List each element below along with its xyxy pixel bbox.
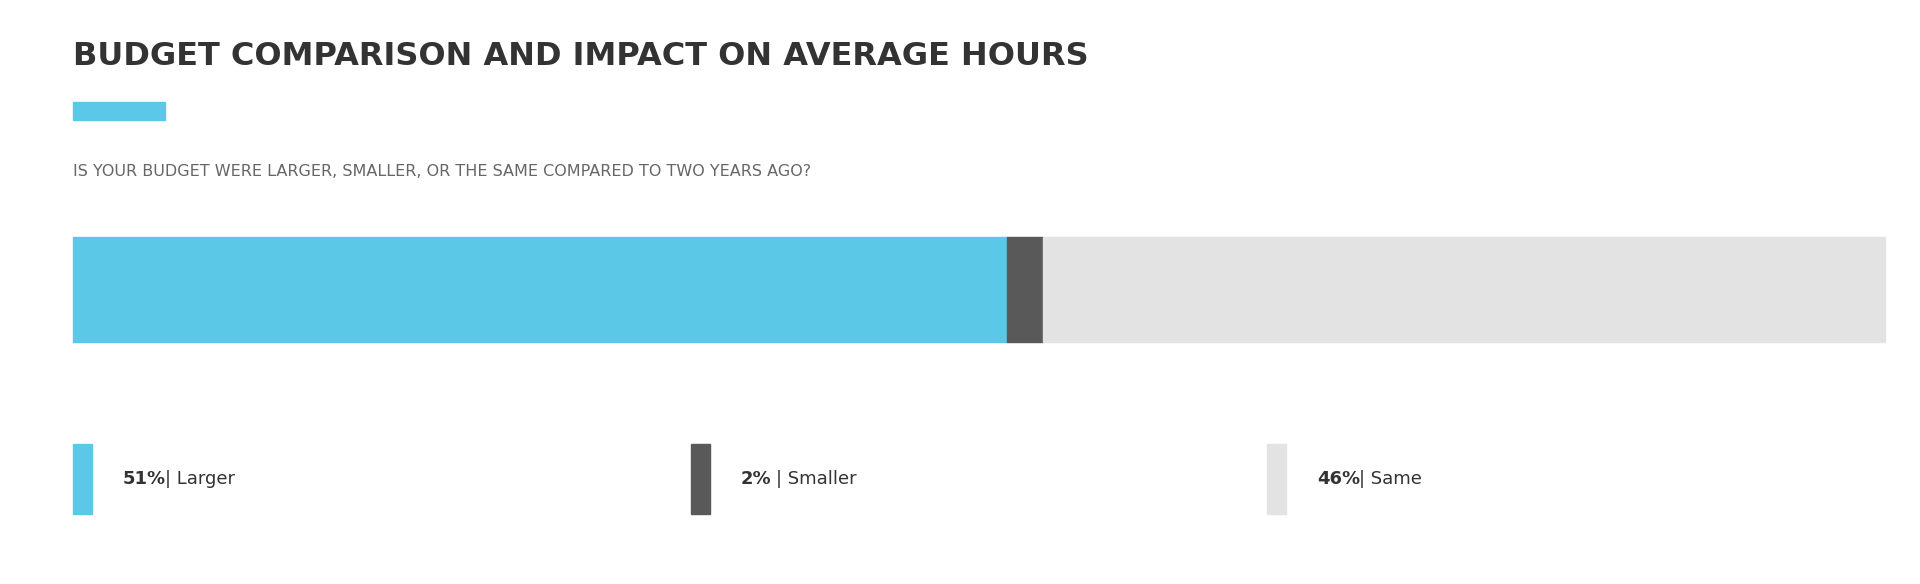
Text: | Smaller: | Smaller xyxy=(776,470,856,488)
Bar xyxy=(73,102,165,120)
Bar xyxy=(1267,444,1286,514)
Text: BUDGET COMPARISON AND IMPACT ON AVERAGE HOURS: BUDGET COMPARISON AND IMPACT ON AVERAGE … xyxy=(73,41,1089,72)
Text: IS YOUR BUDGET WERE LARGER, SMALLER, OR THE SAME COMPARED TO TWO YEARS AGO?: IS YOUR BUDGET WERE LARGER, SMALLER, OR … xyxy=(73,164,810,179)
Bar xyxy=(1006,237,1043,342)
Text: 51%: 51% xyxy=(123,470,165,488)
Bar xyxy=(73,237,1006,342)
Bar xyxy=(1043,237,1885,342)
Bar xyxy=(691,444,710,514)
Text: | Same: | Same xyxy=(1359,470,1423,488)
Text: 46%: 46% xyxy=(1317,470,1359,488)
Bar xyxy=(73,444,92,514)
Text: 2%: 2% xyxy=(741,470,772,488)
Text: | Larger: | Larger xyxy=(165,470,234,488)
